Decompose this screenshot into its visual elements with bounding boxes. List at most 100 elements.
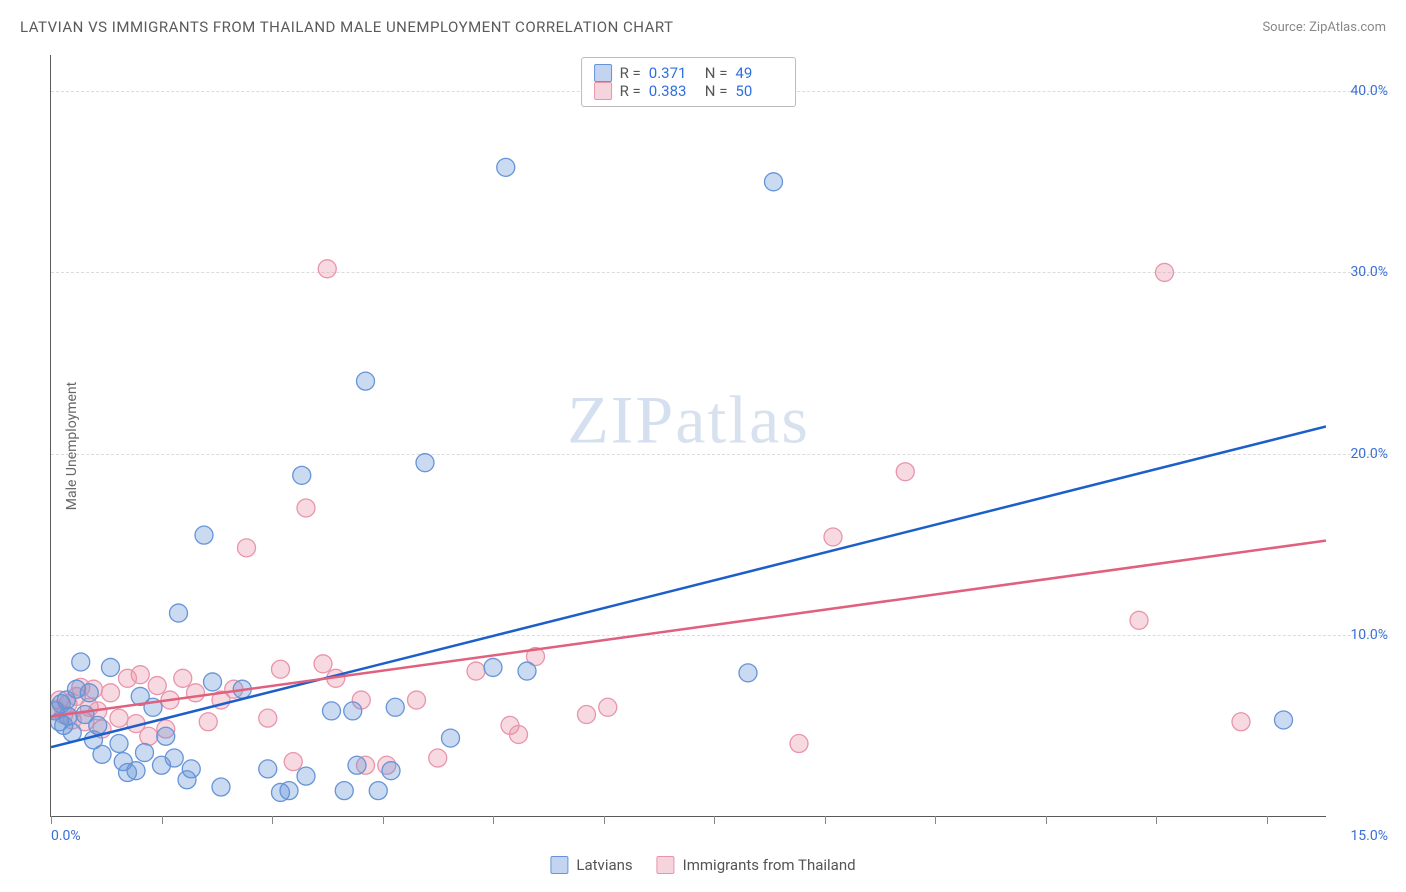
data-point bbox=[59, 707, 77, 725]
swatch-series-2 bbox=[594, 82, 612, 100]
data-point bbox=[293, 466, 311, 484]
x-tick bbox=[1156, 816, 1157, 824]
data-point bbox=[170, 604, 188, 622]
data-point bbox=[297, 767, 315, 785]
legend-item-2: Immigrants from Thailand bbox=[657, 856, 856, 874]
legend-swatch-2 bbox=[657, 856, 675, 874]
legend-label-2: Immigrants from Thailand bbox=[683, 856, 856, 874]
x-tick bbox=[1046, 816, 1047, 824]
data-point bbox=[314, 655, 332, 673]
data-point bbox=[382, 762, 400, 780]
data-point bbox=[1275, 711, 1293, 729]
data-point bbox=[80, 684, 98, 702]
data-point bbox=[484, 658, 502, 676]
data-point bbox=[259, 709, 277, 727]
data-point bbox=[238, 539, 256, 557]
legend-label-1: Latvians bbox=[576, 856, 632, 874]
x-tick bbox=[493, 816, 494, 824]
x-tick bbox=[935, 816, 936, 824]
data-point bbox=[102, 658, 120, 676]
data-point bbox=[165, 749, 183, 767]
data-point bbox=[131, 666, 149, 684]
data-point bbox=[1232, 713, 1250, 731]
data-point bbox=[110, 709, 128, 727]
x-tick bbox=[383, 816, 384, 824]
data-point bbox=[442, 729, 460, 747]
data-point bbox=[212, 778, 230, 796]
stats-legend: R = 0.371 N = 49 R = 0.383 N = 50 bbox=[581, 57, 797, 107]
bottom-legend: Latvians Immigrants from Thailand bbox=[550, 856, 855, 874]
x-tick bbox=[272, 816, 273, 824]
data-point bbox=[259, 760, 277, 778]
stats-row-2: R = 0.383 N = 50 bbox=[594, 82, 784, 100]
data-point bbox=[386, 698, 404, 716]
data-point bbox=[199, 713, 217, 731]
plot-svg bbox=[51, 55, 1326, 816]
n-value-2: 50 bbox=[735, 82, 783, 100]
data-point bbox=[416, 454, 434, 472]
r-value-2: 0.383 bbox=[649, 82, 697, 100]
n-value-1: 49 bbox=[735, 64, 783, 82]
data-point bbox=[297, 499, 315, 517]
x-tick bbox=[825, 816, 826, 824]
r-value-1: 0.371 bbox=[649, 64, 697, 82]
data-point bbox=[896, 463, 914, 481]
r-label: R = bbox=[620, 64, 641, 82]
data-point bbox=[204, 673, 222, 691]
data-point bbox=[739, 664, 757, 682]
data-point bbox=[136, 744, 154, 762]
stats-row-1: R = 0.371 N = 49 bbox=[594, 64, 784, 82]
data-point bbox=[335, 782, 353, 800]
data-point bbox=[357, 372, 375, 390]
data-point bbox=[280, 782, 298, 800]
data-point bbox=[102, 684, 120, 702]
n-label: N = bbox=[705, 82, 728, 100]
chart-title: LATVIAN VS IMMIGRANTS FROM THAILAND MALE… bbox=[20, 18, 673, 36]
n-label: N = bbox=[705, 64, 728, 82]
data-point bbox=[765, 173, 783, 191]
header: LATVIAN VS IMMIGRANTS FROM THAILAND MALE… bbox=[20, 18, 1386, 36]
data-point bbox=[72, 653, 90, 671]
data-point bbox=[369, 782, 387, 800]
data-point bbox=[187, 684, 205, 702]
x-axis-min-label: 0.0% bbox=[51, 828, 81, 844]
data-point bbox=[318, 260, 336, 278]
x-tick bbox=[1267, 816, 1268, 824]
data-point bbox=[348, 756, 366, 774]
data-point bbox=[599, 698, 617, 716]
x-tick bbox=[604, 816, 605, 824]
data-point bbox=[1156, 263, 1174, 281]
data-point bbox=[824, 528, 842, 546]
data-point bbox=[89, 716, 107, 734]
data-point bbox=[174, 669, 192, 687]
data-point bbox=[790, 735, 808, 753]
x-axis-max-label: 15.0% bbox=[1350, 828, 1388, 844]
legend-item-1: Latvians bbox=[550, 856, 632, 874]
data-point bbox=[140, 727, 158, 745]
source-link[interactable]: ZipAtlas.com bbox=[1309, 20, 1386, 35]
x-tick bbox=[714, 816, 715, 824]
data-point bbox=[344, 702, 362, 720]
data-point bbox=[408, 691, 426, 709]
data-point bbox=[429, 749, 447, 767]
trend-line bbox=[51, 426, 1326, 747]
data-point bbox=[578, 706, 596, 724]
x-tick bbox=[162, 816, 163, 824]
swatch-series-1 bbox=[594, 64, 612, 82]
data-point bbox=[1130, 611, 1148, 629]
source-label: Source: bbox=[1262, 20, 1305, 35]
plot-area: R = 0.371 N = 49 R = 0.383 N = 50 ZIPatl… bbox=[50, 55, 1326, 817]
data-point bbox=[93, 745, 111, 763]
y-tick-label: 20.0% bbox=[1350, 446, 1388, 462]
data-point bbox=[157, 727, 175, 745]
data-point bbox=[510, 725, 528, 743]
y-tick-label: 10.0% bbox=[1350, 627, 1388, 643]
data-point bbox=[148, 677, 166, 695]
data-point bbox=[497, 158, 515, 176]
x-tick bbox=[51, 816, 52, 824]
y-tick-label: 30.0% bbox=[1350, 264, 1388, 280]
data-point bbox=[323, 702, 341, 720]
data-point bbox=[127, 762, 145, 780]
source-attribution: Source: ZipAtlas.com bbox=[1262, 20, 1386, 35]
data-point bbox=[518, 662, 536, 680]
